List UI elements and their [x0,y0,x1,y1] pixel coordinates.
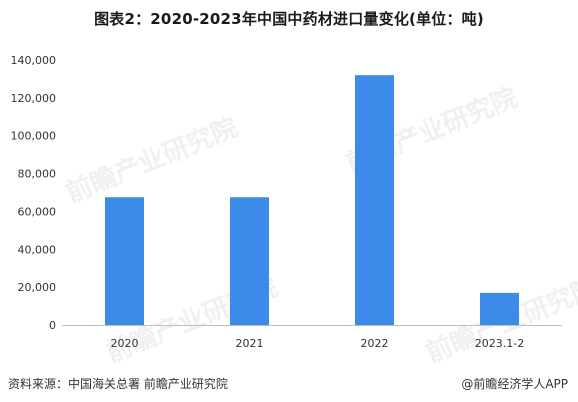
y-tick-label: 0 [49,319,56,332]
bar-2022 [355,75,394,326]
credit-note: @前瞻经济学人APP [461,377,568,391]
y-tick-label: 20,000 [18,281,57,294]
bar-2023.1-2 [480,292,519,325]
y-tick-label: 140,000 [11,54,57,67]
x-tick-label: 2023.1-2 [475,337,524,350]
y-tick-label: 100,000 [11,130,57,143]
chart-title: 图表2：2020-2023年中国中药材进口量变化(单位：吨) [94,10,484,28]
source-note: 资料来源：中国海关总署 前瞻产业研究院 [8,377,228,391]
y-tick-label: 40,000 [18,243,57,256]
bar-2020 [105,197,144,325]
x-tick-label: 2021 [236,337,264,350]
bar-2021 [230,197,269,325]
y-tick-label: 60,000 [18,205,57,218]
y-tick-label: 80,000 [18,168,57,181]
x-tick-label: 2020 [111,337,139,350]
x-tick-label: 2022 [361,337,389,350]
y-tick-label: 120,000 [11,92,57,105]
